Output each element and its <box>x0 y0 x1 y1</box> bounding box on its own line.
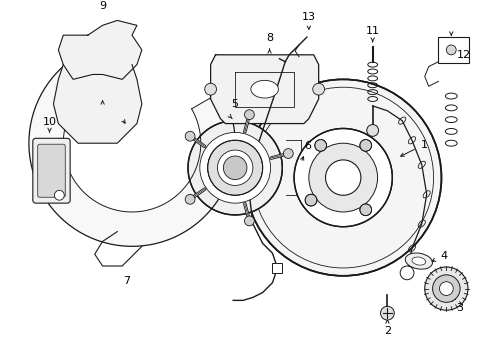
FancyBboxPatch shape <box>272 263 282 273</box>
Text: 6: 6 <box>304 141 311 151</box>
Text: 1: 1 <box>420 140 427 150</box>
Polygon shape <box>58 21 142 79</box>
Text: 11: 11 <box>365 26 379 36</box>
Circle shape <box>446 45 455 55</box>
Circle shape <box>187 121 282 215</box>
FancyBboxPatch shape <box>38 144 65 197</box>
FancyBboxPatch shape <box>33 138 70 203</box>
Text: 10: 10 <box>42 117 57 127</box>
Text: 5: 5 <box>231 99 238 109</box>
Circle shape <box>244 110 254 120</box>
Text: 8: 8 <box>265 33 273 43</box>
Text: 4: 4 <box>440 251 447 261</box>
Circle shape <box>359 204 371 216</box>
Polygon shape <box>53 65 142 143</box>
Ellipse shape <box>405 253 431 269</box>
Text: 12: 12 <box>456 50 470 60</box>
Circle shape <box>312 83 324 95</box>
Circle shape <box>185 131 195 141</box>
Circle shape <box>217 150 252 185</box>
Polygon shape <box>210 55 318 123</box>
Text: 2: 2 <box>383 326 390 336</box>
Text: 3: 3 <box>456 303 463 313</box>
Circle shape <box>432 275 459 302</box>
Text: 7: 7 <box>123 276 130 286</box>
Circle shape <box>185 194 195 204</box>
Circle shape <box>399 266 413 280</box>
Circle shape <box>207 140 262 195</box>
Circle shape <box>200 132 270 203</box>
Circle shape <box>305 194 316 206</box>
Circle shape <box>325 160 360 195</box>
Circle shape <box>283 149 293 158</box>
Circle shape <box>204 83 216 95</box>
Circle shape <box>424 267 467 310</box>
Text: 9: 9 <box>99 1 106 11</box>
Circle shape <box>439 282 452 296</box>
Circle shape <box>223 156 246 180</box>
Circle shape <box>244 216 254 226</box>
Circle shape <box>380 306 393 320</box>
Circle shape <box>308 143 377 212</box>
Ellipse shape <box>250 80 278 98</box>
Circle shape <box>314 140 326 151</box>
Circle shape <box>54 190 64 200</box>
Polygon shape <box>29 42 235 246</box>
Circle shape <box>244 79 441 276</box>
Text: 13: 13 <box>301 13 315 22</box>
Ellipse shape <box>411 257 425 265</box>
FancyBboxPatch shape <box>437 37 468 63</box>
Circle shape <box>293 129 391 227</box>
Circle shape <box>366 125 378 136</box>
Circle shape <box>359 140 371 151</box>
